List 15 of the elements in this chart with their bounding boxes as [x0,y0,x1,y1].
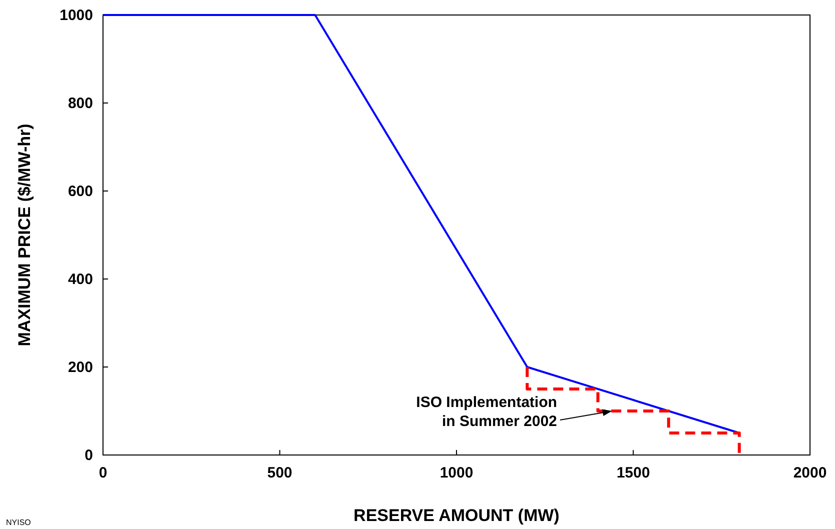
x-tick-label: 2000 [793,464,827,482]
x-tick-label: 500 [267,464,292,482]
y-tick-label: 1000 [60,6,93,24]
annotation: ISO Implementation in Summer 2002 [416,394,558,430]
y-axis-title: MAXIMUM PRICE ($/MW-hr) [15,124,34,346]
y-tick-label: 0 [84,446,93,464]
x-tick-label: 1000 [440,464,474,482]
y-tick-label: 800 [68,94,93,112]
y-tick-label: 200 [68,358,93,376]
y-tick-label: 400 [68,270,93,288]
x-tick-label: 1500 [616,464,650,482]
x-axis-title: RESERVE AMOUNT (MW) [354,506,560,525]
y-tick-label: 600 [68,182,93,200]
text: NYISO [6,518,31,527]
x-tick-label: 0 [98,464,108,482]
